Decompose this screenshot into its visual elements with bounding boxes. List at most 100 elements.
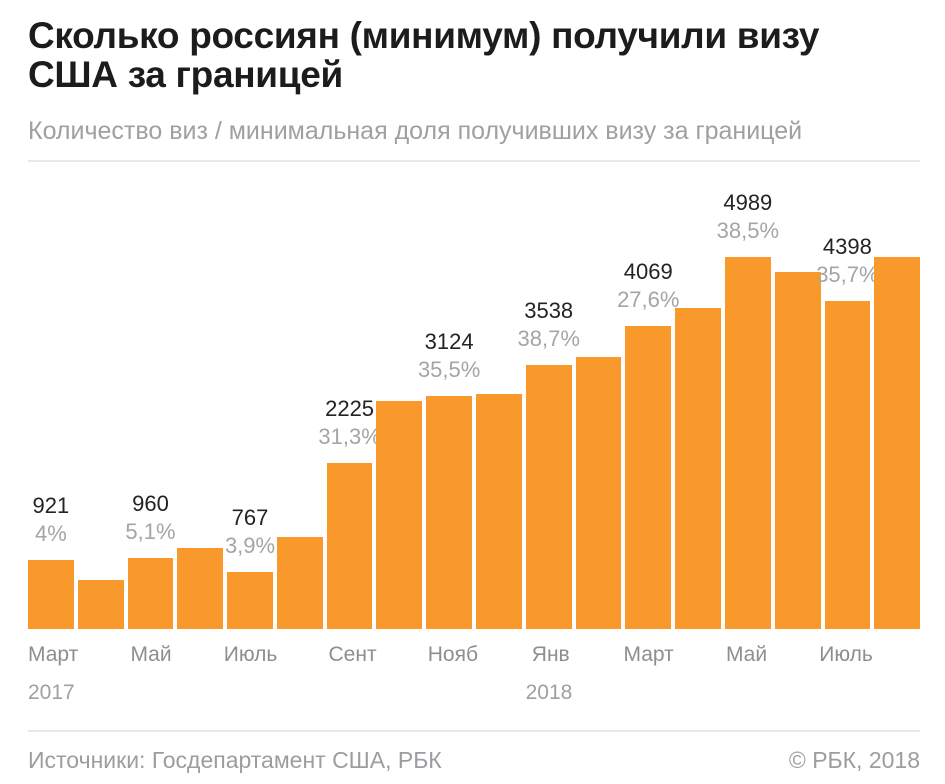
bar [28,560,74,629]
bar-value-label: 4989 [723,190,773,216]
x-tick-label: Янв [531,643,570,666]
bar-pct-label: 35,5% [417,357,481,383]
bar-value-label: 921 [32,493,70,519]
bar-value-label: 4069 [623,258,673,284]
bar-pct-label: 27,6% [617,286,680,312]
bar [376,401,423,629]
footer-divider [28,730,920,732]
bar-pct-label: 38,7% [517,326,580,352]
year-slot [476,681,522,705]
tick-slot: Май [725,643,768,667]
year-slot [874,681,920,705]
bar-slot [376,170,423,629]
bar-slot: 921 4% [28,170,74,629]
year-slot [825,681,871,705]
page-subtitle: Количество виз / минимальная доля получи… [28,117,803,145]
bar-slot [675,170,721,629]
tick-slot [576,643,619,667]
bar-slot [774,170,821,629]
bar-value-label: 4398 [822,234,872,260]
bar-slot [276,170,323,629]
x-tick-label: Март [28,643,79,666]
bar-slot [575,170,622,629]
x-tick-label: Май [725,643,768,666]
bar-slot [476,170,522,629]
bar [625,325,672,629]
tick-slot [772,643,815,667]
bar [426,396,473,629]
bar [177,547,224,629]
bar [675,307,721,629]
year-slot [626,681,672,705]
year-slot [725,681,771,705]
bar-slot: 4069 27,6% [617,170,679,629]
bar-pct-label: 35,7% [816,262,879,288]
bar [575,357,622,629]
year-slot [327,681,373,705]
year-slot [775,681,821,705]
year-slot [277,681,323,705]
tick-slot: Сент [329,643,377,667]
year-slot [676,681,722,705]
tick-slot: Нояб [428,643,478,667]
year-slot: 2017 [28,681,75,705]
bar-slot: 2225 31,3% [318,170,381,629]
bar-slot [177,170,224,629]
x-tick-label: Сент [328,643,377,666]
year-slot [576,681,622,705]
tick-slot [678,643,721,667]
tick-slot: Май [129,643,172,667]
tick-slot [482,643,525,667]
tick-slot [177,643,220,667]
tick-slot [281,643,324,667]
bar-value-label: 960 [132,490,169,516]
bar [774,272,821,629]
bar [724,257,771,629]
bar-slot [874,170,921,629]
bar-value-label: 3538 [524,298,574,324]
x-axis-month-labels: Март Май Июль Сент Нояб Янв Март Май Июль [28,643,920,667]
bar-pct-label: 4% [34,521,67,547]
bar-value-label: 2225 [325,396,375,422]
tick-slot: Март [28,643,78,667]
x-year-label: 2017 [28,681,75,704]
tick-slot: Июль [224,643,278,667]
bar-slot: 960 5,1% [125,170,176,629]
bar-slot [77,170,124,629]
x-year-label: 2018 [525,681,573,704]
year-slot [128,681,174,705]
bar [77,579,124,629]
bar [824,301,871,629]
bar-slot: 4398 35,7% [816,170,879,629]
copyright-text: © РБК, 2018 [788,747,920,773]
bar-pct-label: 31,3% [318,424,381,450]
tick-slot: Март [624,643,674,667]
footer: Источники: Госдепартамент США, РБК © РБК… [28,747,920,773]
page-title: Сколько россиян (минимум) получили визу … [28,15,820,95]
bar [326,463,373,629]
bar [276,537,323,629]
bar [127,557,174,629]
bar-slot: 3124 35,5% [418,170,480,629]
x-tick-label: Март [623,643,674,666]
bar [476,393,522,629]
year-slot [377,681,423,705]
bar [525,365,572,629]
year-slot [79,681,125,705]
year-slot [228,681,274,705]
x-tick-label: Нояб [427,643,478,666]
tick-slot [82,643,125,667]
x-tick-label: Июль [223,643,278,666]
bar-value-label: 767 [231,504,269,530]
header-divider [28,160,920,162]
year-slot: 2018 [526,681,573,705]
x-tick-label: Май [130,643,172,666]
tick-slot: Янв [529,643,572,667]
bar-pct-label: 3,9% [224,532,276,558]
bar-slot: 3538 38,7% [518,170,580,629]
bar-pct-label: 5,1% [125,518,176,544]
year-slot [426,681,472,705]
tick-slot: Июль [819,643,873,667]
x-tick-label: Июль [819,643,873,666]
